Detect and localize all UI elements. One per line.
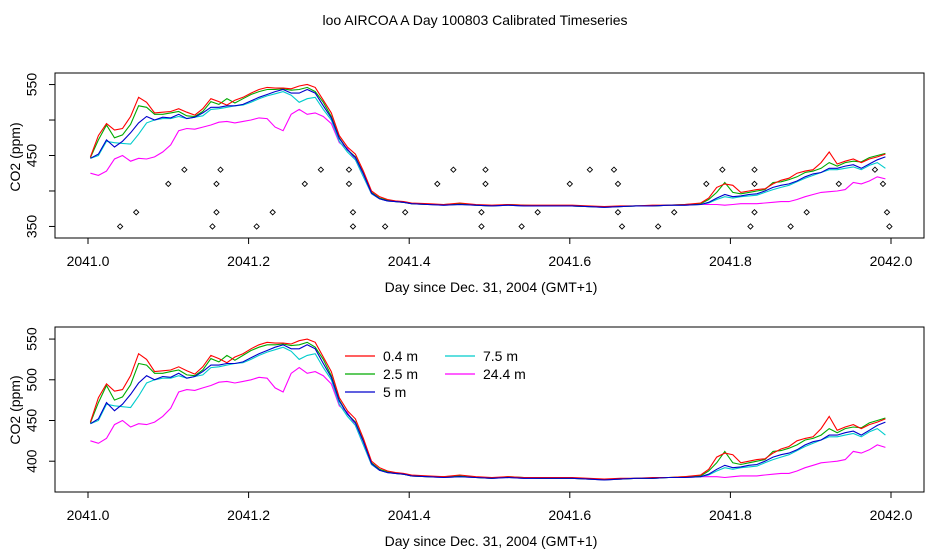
legend-label-24-4m: 24.4 m <box>483 366 526 382</box>
top-x-tick-label: 2041.6 <box>548 253 591 269</box>
top-diamond-marker <box>566 180 574 188</box>
top-diamond-marker <box>213 209 220 216</box>
top-diamond-marker <box>217 166 224 173</box>
top-diamond-marker <box>482 180 489 188</box>
top-diamond-marker <box>614 209 622 216</box>
top-diamond-marker <box>450 166 457 173</box>
top-x-tick-label: 2041.4 <box>388 253 431 269</box>
top-diamond-marker <box>132 209 140 216</box>
top-diamond-marker <box>751 209 758 216</box>
bottom-y-tick-label: 400 <box>24 449 40 473</box>
top-diamond-marker <box>871 166 879 173</box>
bottom-x-tick-label: 2041.0 <box>67 507 110 523</box>
top-y-tick-label: 350 <box>24 215 40 239</box>
top-diamond-marker <box>349 209 357 216</box>
top-diamond-marker <box>478 209 485 216</box>
legend: 0.4 m 2.5 m 5 m 7.5 m 24.4 m <box>345 348 526 400</box>
top-diamond-marker <box>610 166 618 173</box>
top-x-tick-label: 2042.0 <box>870 253 913 269</box>
legend-label-2-5m: 2.5 m <box>383 366 418 382</box>
top-diamond-marker <box>879 180 887 188</box>
bottom-y-axis: 400 450 500 550 <box>24 327 55 473</box>
bottom-x-tick-label: 2042.0 <box>870 507 913 523</box>
top-diamond-marker <box>803 209 810 216</box>
bottom-series-line-24-4m <box>90 366 886 481</box>
top-y-axis-label: CO2 (ppm) <box>7 122 23 191</box>
bottom-y-tick-label: 550 <box>24 327 40 351</box>
top-diamond-marker <box>518 223 525 230</box>
top-series-line-0-4m <box>89 83 886 208</box>
top-diamond-marker <box>345 166 353 173</box>
top-diamond-marker <box>618 223 626 230</box>
top-diamond-marker <box>116 223 124 230</box>
bottom-x-axis-label: Day since Dec. 31, 2004 (GMT+1) <box>385 533 598 549</box>
top-diamond-marker <box>747 223 754 230</box>
top-diamond-marker <box>317 166 325 173</box>
top-diamond-marker <box>534 209 541 216</box>
top-markers-group <box>116 166 893 230</box>
legend-label-7-5m: 7.5 m <box>483 348 518 364</box>
top-diamond-marker <box>586 166 594 173</box>
top-diamond-marker <box>883 209 891 216</box>
top-diamond-marker <box>670 209 678 216</box>
bottom-x-tick-label: 2041.2 <box>227 507 270 523</box>
top-x-tick-label: 2041.0 <box>67 253 110 269</box>
bottom-y-axis-label: CO2 (ppm) <box>7 375 23 444</box>
top-diamond-marker <box>181 166 188 173</box>
top-x-axis: 2041.0 2041.2 2041.4 2041.6 2041.8 2042.0 <box>67 237 913 269</box>
bottom-series-line-0-4m <box>89 338 886 480</box>
top-diamond-marker <box>349 223 357 230</box>
bottom-x-tick-label: 2041.4 <box>388 507 431 523</box>
top-diamond-marker <box>478 223 485 230</box>
top-diamond-marker <box>253 223 260 230</box>
top-diamond-marker <box>886 223 893 230</box>
bottom-x-tick-label: 2041.6 <box>548 507 591 523</box>
top-x-tick-label: 2041.8 <box>709 253 752 269</box>
top-x-tick-label: 2041.2 <box>227 253 270 269</box>
legend-label-0-4m: 0.4 m <box>383 348 418 364</box>
top-diamond-marker <box>269 209 276 216</box>
top-diamond-marker <box>835 180 843 188</box>
top-series-group <box>89 83 886 208</box>
top-x-axis-label: Day since Dec. 31, 2004 (GMT+1) <box>385 279 598 295</box>
top-diamond-marker <box>614 180 622 188</box>
bottom-panel: 2041.0 2041.2 2041.4 2041.6 2041.8 2042.0 400… <box>7 326 925 549</box>
top-diamond-marker <box>381 223 389 230</box>
top-series-line-5m <box>90 88 886 208</box>
top-y-axis: 350 450 550 <box>24 73 55 238</box>
top-diamond-marker <box>787 223 794 230</box>
top-diamond-marker <box>482 166 489 173</box>
top-diamond-marker <box>345 180 353 188</box>
top-diamond-marker <box>751 166 758 173</box>
bottom-x-tick-label: 2041.8 <box>709 507 752 523</box>
top-y-tick-label: 550 <box>24 73 40 97</box>
bottom-y-tick-label: 500 <box>24 368 40 392</box>
top-diamond-marker <box>213 180 220 188</box>
top-diamond-marker <box>165 180 172 188</box>
bottom-y-tick-label: 450 <box>24 409 40 433</box>
top-diamond-marker <box>719 166 726 173</box>
bottom-series-group <box>89 338 886 481</box>
top-diamond-marker <box>301 180 309 188</box>
top-series-line-2-5m <box>89 86 886 208</box>
top-panel: 2041.0 2041.2 2041.4 2041.6 2041.8 2042.0 350… <box>7 72 925 295</box>
top-y-tick-label: 450 <box>24 144 40 168</box>
top-diamond-marker <box>703 180 710 188</box>
top-diamond-marker <box>751 180 758 188</box>
top-series-line-24-4m <box>90 108 886 208</box>
top-diamond-marker <box>209 223 216 230</box>
top-plot-frame <box>54 72 925 239</box>
bottom-x-axis: 2041.0 2041.2 2041.4 2041.6 2041.8 2042.0 <box>67 491 913 523</box>
legend-label-5m: 5 m <box>383 384 406 400</box>
top-diamond-marker <box>654 223 662 230</box>
chart-title: loo AIRCOA A Day 100803 Calibrated Times… <box>322 12 627 28</box>
top-diamond-marker <box>401 209 409 216</box>
top-diamond-marker <box>434 180 441 188</box>
bottom-series-line-5m <box>90 344 886 481</box>
